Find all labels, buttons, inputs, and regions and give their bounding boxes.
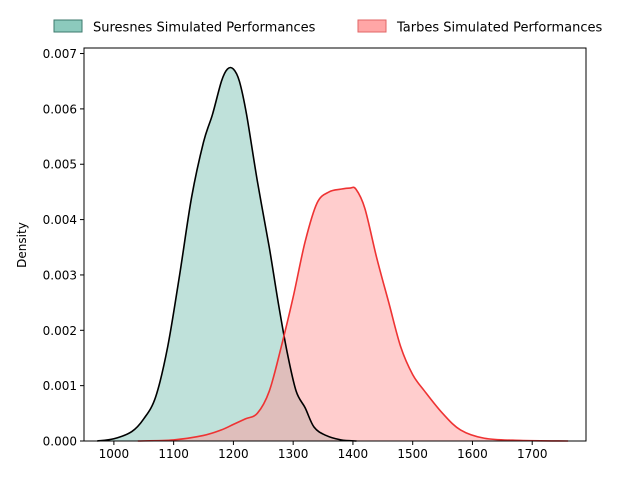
y-tick-label: 0.000 xyxy=(43,435,77,449)
x-tick-label: 1400 xyxy=(338,447,369,461)
x-axis: 1000 1100 1200 1300 1400 1500 1600 1700 xyxy=(99,441,548,461)
x-tick-label: 1200 xyxy=(218,447,249,461)
y-tick-label: 0.003 xyxy=(43,268,77,282)
x-tick-label: 1700 xyxy=(517,447,548,461)
x-tick-label: 1100 xyxy=(158,447,189,461)
y-tick-label: 0.001 xyxy=(43,379,77,393)
y-axis-label: Density xyxy=(15,222,29,268)
x-tick-label: 1600 xyxy=(457,447,488,461)
y-tick-label: 0.002 xyxy=(43,324,77,338)
plot-area xyxy=(97,66,569,442)
legend-swatch-tarbes xyxy=(357,19,387,33)
legend-label-tarbes: Tarbes Simulated Performances xyxy=(396,21,602,36)
legend: Suresnes Simulated Performances Tarbes S… xyxy=(53,19,602,36)
density-area-suresnes xyxy=(97,67,357,441)
legend-label-suresnes: Suresnes Simulated Performances xyxy=(93,21,316,36)
density-line-suresnes xyxy=(97,66,357,442)
y-tick-label: 0.005 xyxy=(43,158,77,172)
plot-frame xyxy=(83,47,587,442)
density-area-tarbes xyxy=(137,187,569,441)
density-line-tarbes xyxy=(137,186,569,442)
y-tick-label: 0.006 xyxy=(43,102,77,116)
x-tick-label: 1500 xyxy=(397,447,428,461)
y-tick-label: 0.004 xyxy=(43,213,77,227)
y-tick-label: 0.007 xyxy=(43,47,77,61)
x-tick-label: 1000 xyxy=(99,447,130,461)
y-axis: 0.000 0.001 0.002 0.003 0.004 0.005 0.006 0.007 xyxy=(43,47,84,449)
legend-swatch-suresnes xyxy=(53,19,83,33)
x-tick-label: 1300 xyxy=(278,447,309,461)
